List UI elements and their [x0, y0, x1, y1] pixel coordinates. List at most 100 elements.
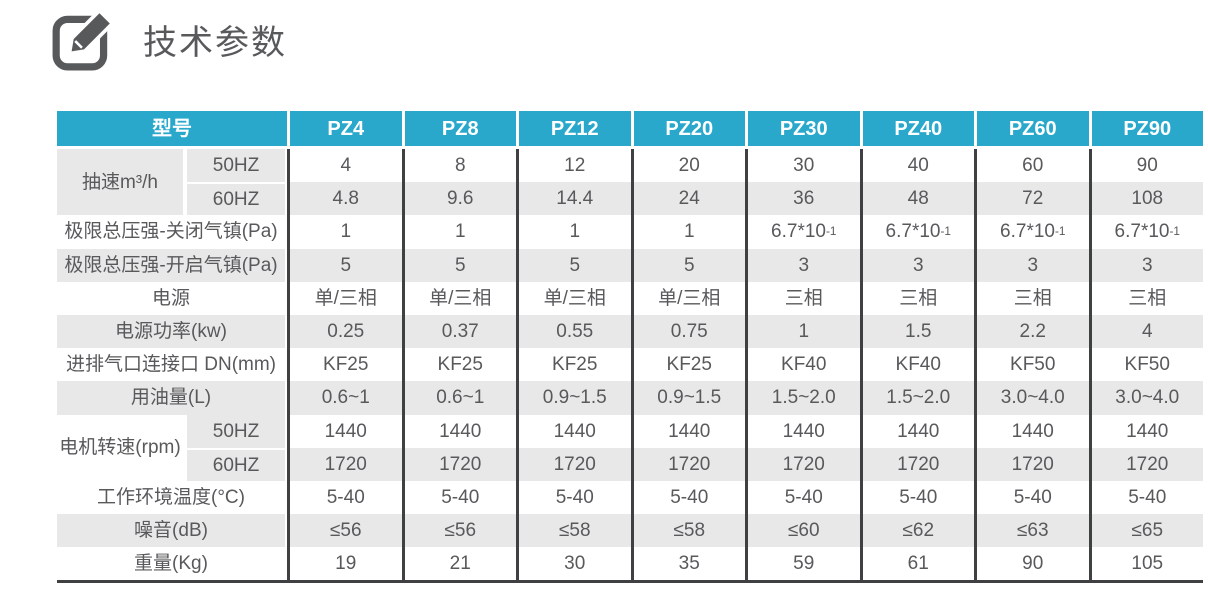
table-cell: 1440 — [287, 414, 402, 448]
column-header: PZ30 — [745, 111, 860, 149]
column-header: PZ8 — [401, 111, 516, 149]
table-cell: 1720 — [630, 447, 745, 481]
table-cell: 0.6~1 — [287, 381, 402, 415]
table-cell: KF25 — [287, 348, 402, 382]
table-cell: 19 — [287, 547, 402, 581]
table-cell: 0.6~1 — [401, 381, 516, 415]
table-cell: 1720 — [745, 447, 860, 481]
table-cell: 1720 — [287, 447, 402, 481]
table-cell: ≤56 — [287, 514, 402, 548]
table-cell: 三相 — [745, 281, 860, 315]
table-cell: 5-40 — [287, 480, 402, 515]
row-sublabel: 50HZ — [185, 414, 287, 448]
table-cell: 3 — [745, 248, 860, 282]
row-label: 噪音(dB) — [57, 514, 287, 548]
table-cell: 单/三相 — [287, 281, 402, 315]
row-sublabel: 60HZ — [185, 182, 287, 216]
table-cell: 5-40 — [630, 480, 745, 515]
table-cell: 6.7*10 -1 — [1088, 215, 1203, 249]
table-cell: 3.0~4.0 — [974, 381, 1089, 415]
table-cell: ≤62 — [859, 514, 974, 548]
table-cell: 48 — [859, 182, 974, 216]
table-cell: 1 — [287, 215, 402, 249]
table-cell: KF50 — [974, 348, 1089, 382]
table-cell: 105 — [1088, 547, 1203, 581]
table-cell: 三相 — [1088, 281, 1203, 315]
table-cell: 8 — [401, 149, 516, 183]
table-cell: KF25 — [630, 348, 745, 382]
table-cell: 21 — [401, 547, 516, 581]
table-cell: 1.5 — [859, 314, 974, 349]
table-cell: 3 — [1088, 248, 1203, 282]
table-cell: 1720 — [401, 447, 516, 481]
table-cell: 5-40 — [1088, 480, 1203, 515]
row-label: 极限总压强-开启气镇(Pa) — [57, 248, 287, 282]
table-cell: 60 — [974, 149, 1089, 183]
table-cell: 0.9~1.5 — [630, 381, 745, 415]
row-group-label: 电机转速(rpm) — [57, 414, 185, 481]
table-cell: ≤58 — [630, 514, 745, 548]
table-cell: 1 — [745, 314, 860, 349]
column-header: PZ60 — [974, 111, 1089, 149]
spec-table: 型号 PZ4 PZ8 PZ12 PZ20 PZ30 PZ40 PZ60 PZ90 抽速m³/h 50… — [57, 111, 1203, 584]
table-cell: 单/三相 — [630, 281, 745, 315]
table-cell: 1440 — [859, 414, 974, 448]
table-cell: KF25 — [401, 348, 516, 382]
table-cell: 30 — [516, 547, 631, 581]
table-cell: 2.2 — [974, 314, 1089, 349]
row-label: 电源功率(kw) — [57, 314, 287, 349]
table-cell: 4 — [287, 149, 402, 183]
table-cell: 1720 — [516, 447, 631, 481]
table-cell: 5-40 — [859, 480, 974, 515]
table-cell: 4.8 — [287, 182, 402, 216]
table-cell: 6.7*10 -1 — [859, 215, 974, 249]
table-cell: 5 — [287, 248, 402, 282]
table-cell: 1440 — [974, 414, 1089, 448]
row-label: 进排气口连接口 DN(mm) — [57, 348, 287, 382]
table-cell: 9.6 — [401, 182, 516, 216]
table-cell: 5-40 — [516, 480, 631, 515]
table-cell: 1.5~2.0 — [859, 381, 974, 415]
table-cell: 108 — [1088, 182, 1203, 216]
table-cell: 1440 — [630, 414, 745, 448]
table-cell: 0.25 — [287, 314, 402, 349]
table-cell: 5 — [401, 248, 516, 282]
table-cell: 14.4 — [516, 182, 631, 216]
table-cell: KF40 — [859, 348, 974, 382]
table-cell: 0.37 — [401, 314, 516, 349]
edit-pencil-icon — [52, 9, 114, 71]
table-cell: 35 — [630, 547, 745, 581]
table-cell: 1720 — [974, 447, 1089, 481]
table-cell: ≤60 — [745, 514, 860, 548]
table-cell: 5-40 — [401, 480, 516, 515]
table-cell: 1720 — [859, 447, 974, 481]
table-cell: 0.9~1.5 — [516, 381, 631, 415]
table-cell: ≤56 — [401, 514, 516, 548]
table-cell: 5-40 — [745, 480, 860, 515]
table-cell: 59 — [745, 547, 860, 581]
table-cell: 24 — [630, 182, 745, 216]
table-cell: 5 — [516, 248, 631, 282]
table-cell: 单/三相 — [516, 281, 631, 315]
table-cell: 61 — [859, 547, 974, 581]
table-cell: 0.55 — [516, 314, 631, 349]
row-label: 工作环境温度(°C) — [57, 480, 287, 515]
table-cell: 90 — [974, 547, 1089, 581]
table-cell: 90 — [1088, 149, 1203, 183]
table-cell: 12 — [516, 149, 631, 183]
table-cell: ≤65 — [1088, 514, 1203, 548]
table-cell: 1 — [630, 215, 745, 249]
row-label: 用油量(L) — [57, 381, 287, 415]
table-cell: 6.7*10 -1 — [974, 215, 1089, 249]
table-cell: 1440 — [516, 414, 631, 448]
row-label: 电源 — [57, 281, 287, 315]
row-label: 极限总压强-关闭气镇(Pa) — [57, 215, 287, 249]
table-cell: 单/三相 — [401, 281, 516, 315]
table-cell: 三相 — [974, 281, 1089, 315]
table-cell: 5 — [630, 248, 745, 282]
table-cell: 6.7*10 -1 — [745, 215, 860, 249]
section-title-block: 技术参数 — [49, 6, 287, 72]
table-cell: KF25 — [516, 348, 631, 382]
column-header: PZ20 — [630, 111, 745, 149]
